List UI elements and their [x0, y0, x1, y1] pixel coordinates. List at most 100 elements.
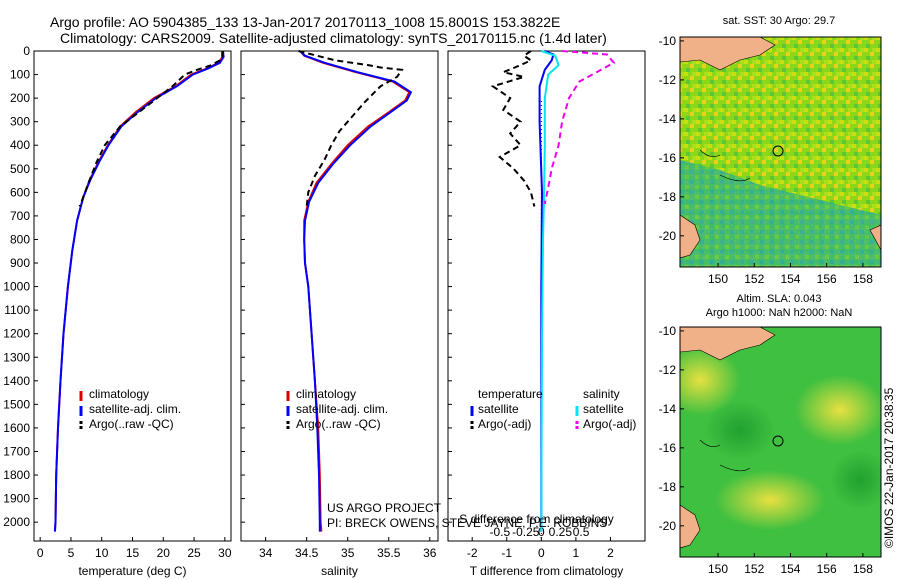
sst-cool-field [680, 160, 881, 267]
project-line1: US ARGO PROJECT [327, 501, 442, 515]
difference-profile-panel: -2 -1 0 1 2-0.5 -0.250 0.25 0.5S difference fro… [447, 50, 646, 578]
sla_map-ytick-label: -18 [659, 480, 677, 494]
temperature-ytick-label: 1100 [4, 303, 30, 317]
temperature-series-climatology [53, 50, 224, 532]
land-australia [680, 214, 701, 259]
temperature-ytick-label: 1000 [3, 280, 30, 294]
sla-map-title1: Altim. SLA: 0.043 [737, 293, 822, 305]
difference-sxtick-label: 0.5 [573, 525, 590, 539]
salinity-series-argo-raw-qc- [298, 50, 404, 207]
salinity-legend-label: satellite-adj. clim. [296, 402, 388, 416]
temperature-ytick-label: 1300 [3, 350, 30, 364]
difference-frame [447, 50, 646, 542]
difference-xtick-label: 0 [538, 546, 545, 560]
sst-map-panel: sat. SST: 30 Argo: 29.7 150 152 154 156 158 -… [659, 15, 882, 286]
temperature-ytick-label: 1600 [3, 421, 30, 435]
temperature-ytick-label: 1200 [3, 327, 30, 341]
sla-land-australia [680, 504, 701, 549]
temperature-ytick-label: 1900 [3, 492, 30, 506]
temperature-ytick-label: 1700 [3, 444, 30, 458]
sst_map-ytick-label: -20 [659, 229, 677, 243]
figure-title-line2: Climatology: CARS2009. Satellite-adjuste… [60, 30, 607, 46]
temperature-xtick-label: 15 [126, 546, 140, 560]
salinity-series-climatology [299, 50, 411, 532]
imos-stamp: ©IMOS 22-Jan-2017 20:38:35 [882, 387, 896, 548]
temperature-ytick-label: 600 [10, 185, 30, 199]
land-new-guinea [680, 37, 776, 71]
difference-sxtick-label: 0.25 [549, 525, 573, 539]
temperature-ytick-label: 300 [10, 115, 30, 129]
sla-map-title2: Argo h1000: NaN h2000: NaN [706, 307, 853, 319]
difference-legend-sal-header: salinity [583, 387, 620, 401]
temperature-frame [33, 50, 232, 542]
difference-sxtick-label: -0.25 [512, 525, 540, 539]
sst-map-frame [679, 36, 882, 268]
sla_map-ytick-label: -20 [659, 519, 677, 533]
sst_map-xtick-label: 154 [780, 272, 800, 286]
temperature-ytick-label: 200 [10, 91, 30, 105]
difference-series-salinity-satellite [540, 50, 560, 532]
reef-outline [699, 149, 751, 182]
sla-map-panel: Altim. SLA: 0.043 Argo h1000: NaN h2000:… [659, 293, 882, 576]
temperature-ytick-label: 700 [10, 209, 30, 223]
sla-land-new-guinea [680, 327, 776, 361]
sla-low-center [705, 400, 775, 460]
sst_map-ytick-label: -16 [659, 151, 677, 165]
difference-top-label: S difference from climatology [459, 512, 614, 526]
temperature-ytick-label: 500 [10, 162, 30, 176]
salinity-legend-label: climatology [296, 387, 356, 401]
difference-legend-sal-label: Argo(-adj) [583, 417, 636, 431]
sst-map-ticks: 150 152 154 156 158 -10 -12 -14 -16 -18 -20 [659, 34, 874, 286]
salinity-frame [240, 50, 439, 542]
sla_map-xtick-label: 156 [817, 562, 837, 576]
temperature-legend-label: Argo(..raw -QC) [89, 417, 174, 431]
salinity-xtick-label: 34 [259, 546, 273, 560]
difference-legend-temp-header: temperature [478, 387, 543, 401]
land-east [869, 224, 881, 251]
temperature-xtick-label: 0 [37, 546, 44, 560]
temperature-series-argo-raw-qc- [78, 50, 224, 207]
difference-xtick-label: -2 [467, 546, 478, 560]
temperature-ytick-label: 1500 [3, 397, 30, 411]
temperature-ytick-label: 0 [23, 44, 30, 58]
temperature-legend-label: satellite-adj. clim. [89, 402, 181, 416]
difference-series-salinity-argo-adj- [543, 50, 616, 205]
temperature-xtick-label: 5 [68, 546, 75, 560]
difference-sxtick-label: -0.5 [489, 525, 510, 539]
sla-high-south [715, 470, 825, 530]
temperature-xlabel: temperature (deg C) [78, 564, 186, 578]
sla_map-xtick-label: 158 [853, 562, 873, 576]
temperature-ytick-label: 1800 [3, 468, 30, 482]
project-line2: PI: BRECK OWENS, STEVE JAYNE, P.E. ROBBI… [327, 516, 607, 530]
sst_map-xtick-label: 156 [817, 272, 837, 286]
temperature-ytick-label: 900 [10, 256, 30, 270]
sla_map-ytick-label: -14 [659, 402, 677, 416]
sst_map-xtick-label: 152 [744, 272, 764, 286]
sla_map-xtick-label: 154 [780, 562, 800, 576]
sla-low-east [830, 450, 881, 510]
temperature-ytick-label: 400 [10, 138, 30, 152]
sst_map-ytick-label: -10 [659, 34, 677, 48]
figure-title-line1: Argo profile: AO 5904385_133 13-Jan-2017… [50, 14, 561, 30]
temperature-ytick-label: 800 [10, 232, 30, 246]
sst_map-xtick-label: 158 [853, 272, 873, 286]
salinity-series-satellite-adj-clim- [299, 50, 413, 532]
temperature-legend-label: climatology [89, 387, 149, 401]
sla-map-ticks: 150 152 154 156 158 -10 -12 -14 -16 -18 -20 [659, 324, 874, 576]
sla_map-ytick-label: -16 [659, 441, 677, 455]
salinity-legend-label: Argo(..raw -QC) [296, 417, 381, 431]
sst-map-title: sat. SST: 30 Argo: 29.7 [723, 15, 836, 27]
sst-argo-marker [772, 145, 784, 157]
temperature-xtick-label: 20 [157, 546, 171, 560]
sla_map-ytick-label: -10 [659, 324, 677, 338]
temperature-xtick-label: 30 [218, 546, 232, 560]
difference-sxtick-label: 0 [538, 525, 545, 539]
difference-xtick-label: -1 [501, 546, 512, 560]
sla-high-west [680, 345, 740, 415]
temperature-xtick-label: 10 [95, 546, 109, 560]
sla-reef-outline [699, 439, 751, 472]
sla_map-xtick-label: 152 [744, 562, 764, 576]
difference-legend-temp-label: satellite [478, 402, 519, 416]
